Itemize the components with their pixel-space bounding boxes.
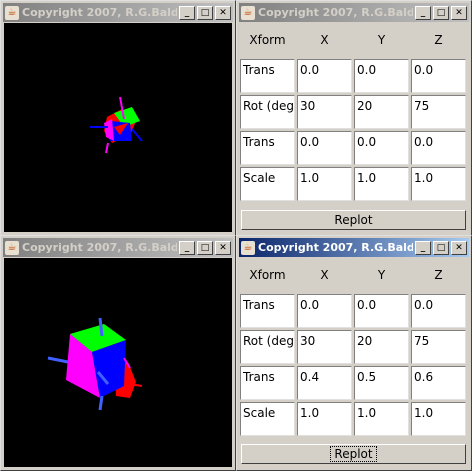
trans-x-field[interactable]: 0.0 [297,294,352,328]
close-button[interactable]: ✕ [215,240,231,255]
rot-y-field[interactable]: 20 [354,95,409,129]
java-icon: ☕ [5,5,19,20]
control-window-bottom[interactable]: ☕ Copyright 2007, R.G.Bald... _ □ ✕ Xfor… [236,235,472,471]
render-canvas-top [4,23,232,232]
header-z: Z [434,33,443,47]
control-titlebar-top[interactable]: ☕ Copyright 2007, R.G.Bald... _ □ ✕ [239,3,469,22]
viewer-titlebar-bottom[interactable]: ☕ Copyright 2007, R.G.Bald... _ □ ✕ [3,238,233,257]
row-label-scale[interactable]: Scale [240,402,295,436]
trans2-z-field[interactable]: 0.0 [411,131,466,165]
replot-button[interactable]: Replot [241,444,466,464]
header-xform: Xform [249,33,286,47]
trans-z-field[interactable]: 0.0 [411,294,466,328]
viewer-window-bottom[interactable]: ☕ Copyright 2007, R.G.Bald... _ □ ✕ [0,235,236,471]
trans-z-field[interactable]: 0.0 [411,59,466,93]
control-titlebar-bottom[interactable]: ☕ Copyright 2007, R.G.Bald... _ □ ✕ [239,238,469,257]
cube-render-top [90,96,143,154]
maximize-button[interactable]: □ [433,240,449,255]
scale-z-field[interactable]: 1.0 [411,167,466,201]
row-label-trans-2[interactable]: Trans [240,366,295,400]
transform-grid-bottom: Xform X Y Z Trans 0.0 0.0 0.0 Rot (deg) … [240,258,466,436]
viewer-window-top[interactable]: ☕ Copyright 2007, R.G.Bald... _ □ ✕ [0,0,236,236]
scale-x-field[interactable]: 1.0 [297,402,352,436]
cube-render-bottom [47,317,143,411]
trans-y-field[interactable]: 0.0 [354,294,409,328]
minimize-button[interactable]: _ [415,240,431,255]
scale-y-field[interactable]: 1.0 [354,402,409,436]
minimize-button[interactable]: _ [415,5,431,20]
minimize-button[interactable]: _ [179,5,195,20]
trans2-x-field[interactable]: 0.0 [297,131,352,165]
render-canvas-bottom [4,258,232,467]
replot-button[interactable]: Replot [241,210,466,230]
header-xform: Xform [249,268,286,282]
replot-label: Replot [330,446,377,462]
row-label-trans[interactable]: Trans [240,59,295,93]
transform-grid-top: Xform X Y Z Trans 0.0 0.0 0.0 Rot (deg) … [240,23,466,201]
maximize-button[interactable]: □ [197,240,213,255]
java-icon: ☕ [241,5,255,20]
row-label-rot[interactable]: Rot (deg) [240,95,295,129]
control-window-top[interactable]: ☕ Copyright 2007, R.G.Bald... _ □ ✕ Xfor… [236,0,472,236]
header-x: X [320,33,329,47]
header-y: Y [377,268,386,282]
viewer-titlebar-top[interactable]: ☕ Copyright 2007, R.G.Bald... _ □ ✕ [3,3,233,22]
minimize-button[interactable]: _ [179,240,195,255]
row-label-scale[interactable]: Scale [240,167,295,201]
trans2-z-field[interactable]: 0.6 [411,366,466,400]
window-title: Copyright 2007, R.G.Bald... [258,6,413,19]
row-label-rot[interactable]: Rot (deg) [240,330,295,364]
java-icon: ☕ [241,240,255,255]
trans2-x-field[interactable]: 0.4 [297,366,352,400]
header-y: Y [377,33,386,47]
trans-y-field[interactable]: 0.0 [354,59,409,93]
maximize-button[interactable]: □ [197,5,213,20]
close-button[interactable]: ✕ [451,5,467,20]
java-icon: ☕ [5,240,19,255]
rot-z-field[interactable]: 75 [411,95,466,129]
window-title: Copyright 2007, R.G.Bald... [258,241,413,254]
trans2-y-field[interactable]: 0.0 [354,131,409,165]
scale-y-field[interactable]: 1.0 [354,167,409,201]
close-button[interactable]: ✕ [451,240,467,255]
rot-z-field[interactable]: 75 [411,330,466,364]
trans2-y-field[interactable]: 0.5 [354,366,409,400]
rot-x-field[interactable]: 30 [297,95,352,129]
header-x: X [320,268,329,282]
row-label-trans-2[interactable]: Trans [240,131,295,165]
close-button[interactable]: ✕ [215,5,231,20]
scale-z-field[interactable]: 1.0 [411,402,466,436]
window-title: Copyright 2007, R.G.Bald... [22,6,177,19]
window-title: Copyright 2007, R.G.Bald... [22,241,177,254]
rot-y-field[interactable]: 20 [354,330,409,364]
maximize-button[interactable]: □ [433,5,449,20]
row-label-trans[interactable]: Trans [240,294,295,328]
scale-x-field[interactable]: 1.0 [297,167,352,201]
replot-label: Replot [334,213,373,227]
rot-x-field[interactable]: 30 [297,330,352,364]
header-z: Z [434,268,443,282]
trans-x-field[interactable]: 0.0 [297,59,352,93]
